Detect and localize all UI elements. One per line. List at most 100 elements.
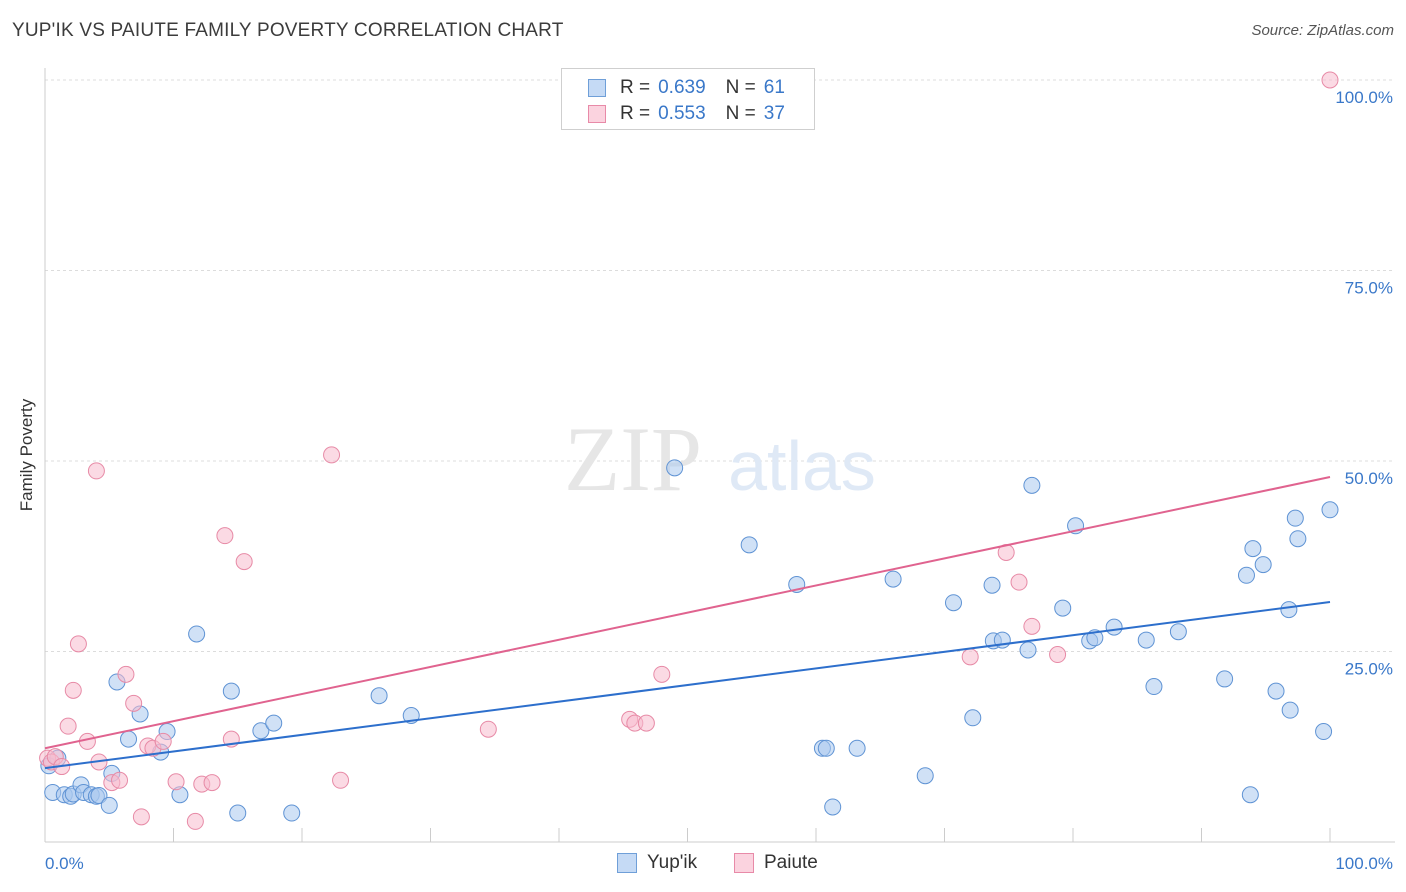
paiute-point <box>216 527 234 545</box>
yupik-point <box>90 787 108 805</box>
legend-n-value: 37 <box>763 103 785 124</box>
yupik-point <box>370 687 388 705</box>
paiute-point <box>637 714 655 732</box>
yupik-point <box>1169 623 1187 641</box>
paiute-point <box>167 773 185 791</box>
tick-labels: 25.0% 50.0% 75.0% 100.0% 0.0% 100.0% <box>45 88 1393 873</box>
paiute-point <box>111 771 129 789</box>
yupik-point <box>740 536 758 554</box>
watermark: ZIP atlas <box>564 408 876 510</box>
paiute-point <box>59 717 77 735</box>
yupik-point <box>1281 701 1299 719</box>
yupik-point <box>666 459 684 477</box>
legend-swatch-paiute <box>734 853 754 873</box>
yupik-point <box>1145 678 1163 696</box>
y-axis-label: Family Poverty <box>17 398 36 512</box>
yupik-point <box>100 796 118 814</box>
paiute-point <box>186 812 204 830</box>
yupik-point <box>265 714 283 732</box>
yupik-point <box>916 767 934 785</box>
chart-source: Source: ZipAtlas.com <box>1251 22 1394 39</box>
paiute-point <box>69 635 87 653</box>
legend-swatch-paiute <box>588 105 606 123</box>
legend-item-yupik[interactable]: Yup'ik <box>617 852 697 874</box>
y-tick-label: 25.0% <box>1345 660 1393 679</box>
legend-n-label: N = <box>725 103 756 124</box>
watermark-zip: ZIP <box>564 408 702 510</box>
yupik-point <box>1280 601 1298 619</box>
yupik-trend-line <box>44 600 1331 770</box>
paiute-point <box>235 553 253 571</box>
legend-r-value: 0.553 <box>658 103 706 124</box>
paiute-point <box>64 681 82 699</box>
paiute-point <box>117 665 135 683</box>
yupik-point <box>252 722 270 740</box>
paiute-point <box>1049 646 1067 664</box>
paiute-point <box>154 732 172 750</box>
yupik-point <box>1289 530 1307 548</box>
yupik-point <box>1244 540 1262 558</box>
paiute-trend-line <box>44 476 1331 750</box>
paiute-point <box>961 648 979 666</box>
legend-r-label: R = <box>620 103 651 124</box>
yupik-point <box>283 804 301 822</box>
paiute-point <box>87 462 105 480</box>
x-tick-label-min: 0.0% <box>45 854 84 873</box>
yupik-point <box>1019 641 1037 659</box>
legend-r-value: 0.639 <box>658 77 706 98</box>
yupik-point <box>1054 599 1072 617</box>
legend-swatch-yupik <box>617 853 637 873</box>
y-tick-label: 100.0% <box>1335 88 1393 107</box>
yupik-point <box>1023 476 1041 494</box>
yupik-point <box>1216 670 1234 688</box>
series-legend: Yup'ik Paiute <box>0 852 1406 878</box>
yupik-point <box>222 682 240 700</box>
yupik-point <box>817 739 835 757</box>
yupik-point <box>120 730 138 748</box>
legend-item-paiute[interactable]: Paiute <box>734 852 818 874</box>
yupik-point <box>1254 556 1272 574</box>
yupik-point <box>944 594 962 612</box>
chart-title: YUP'IK VS PAIUTE FAMILY POVERTY CORRELAT… <box>12 20 564 41</box>
legend-row-yupik: R = 0.639 N = 61 <box>588 76 785 100</box>
paiute-point <box>203 774 221 792</box>
y-tick-label: 75.0% <box>1345 279 1393 298</box>
paiute-point <box>479 720 497 738</box>
trend-lines <box>44 476 1331 770</box>
legend-label-paiute: Paiute <box>764 852 818 873</box>
yupik-point <box>848 739 866 757</box>
yupik-point <box>884 570 902 588</box>
x-tick-label-max: 100.0% <box>1335 854 1393 873</box>
paiute-point <box>323 446 341 464</box>
axes <box>44 68 1395 843</box>
paiute-point <box>653 665 671 683</box>
yupik-point <box>1241 786 1259 804</box>
stats-legend: R = 0.639 N = 61 R = 0.553 N = 37 <box>561 68 815 130</box>
paiute-point <box>132 808 150 826</box>
legend-row-paiute: R = 0.553 N = 37 <box>588 102 785 126</box>
paiute-point <box>1321 71 1339 89</box>
yupik-point <box>1321 501 1339 519</box>
yupik-point <box>188 625 206 643</box>
legend-swatch-yupik <box>588 79 606 97</box>
legend-n-label: N = <box>725 77 756 98</box>
yupik-point <box>1237 566 1255 584</box>
paiute-point <box>125 694 143 712</box>
yupik-point <box>1105 618 1123 636</box>
legend-label-yupik: Yup'ik <box>647 852 698 873</box>
y-tick-label: 50.0% <box>1345 469 1393 488</box>
paiute-point <box>332 771 350 789</box>
yupik-point <box>824 798 842 816</box>
yupik-point <box>983 576 1001 594</box>
paiute-point <box>1023 617 1041 635</box>
legend-n-value: 61 <box>763 77 785 98</box>
paiute-point <box>1010 573 1028 591</box>
yupik-point <box>1286 509 1304 527</box>
yupik-point <box>1315 723 1333 741</box>
yupik-point <box>229 804 247 822</box>
yupik-point <box>1267 682 1285 700</box>
grid-lines <box>45 79 1395 652</box>
yupik-point <box>964 709 982 727</box>
yupik-point <box>1137 631 1155 649</box>
